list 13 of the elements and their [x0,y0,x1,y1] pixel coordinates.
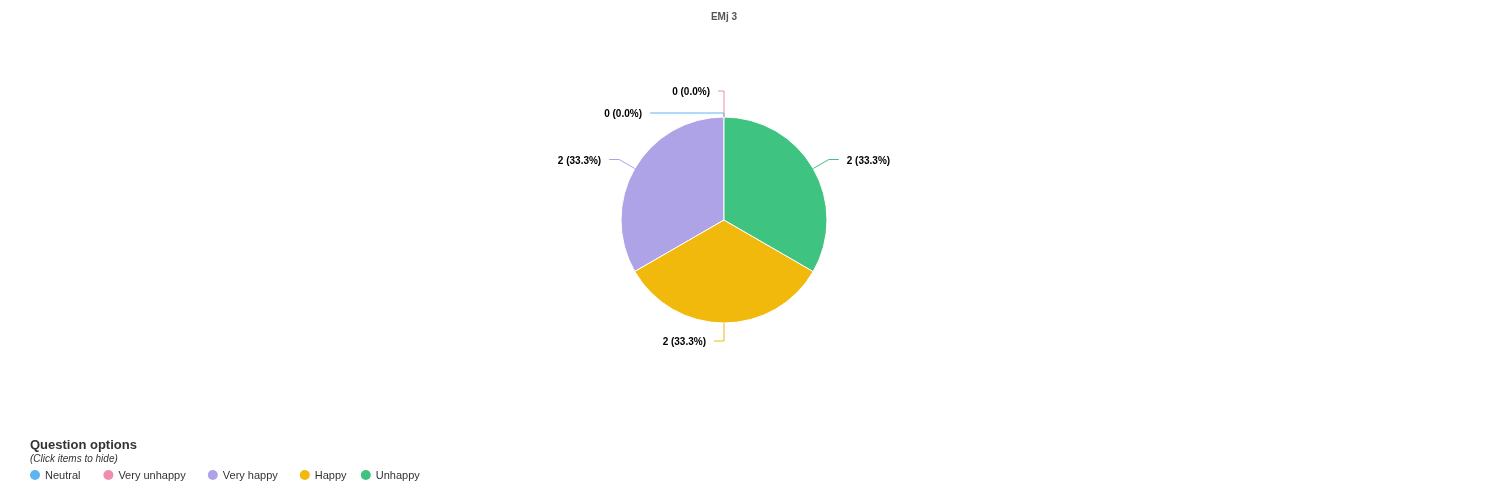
legend-title: Question options [30,437,137,452]
legend-label: Unhappy [375,469,421,481]
legend-label: Very happy [222,469,279,481]
text: 0 (0.0%) [604,108,642,119]
data-label: 2 (33.3%) [662,336,706,347]
legend-label: Very unhappy [118,469,187,481]
data-label: 2 (33.3%) [846,154,891,166]
chart-title: EMj 3 [710,11,738,22]
data-label: 2 (33.3%) [557,154,602,166]
legend-label: Happy [314,469,348,481]
text: (Click items to hide) [30,453,118,464]
legend-label: Neutral [45,469,81,481]
text: 0 (0.0%) [672,86,710,97]
